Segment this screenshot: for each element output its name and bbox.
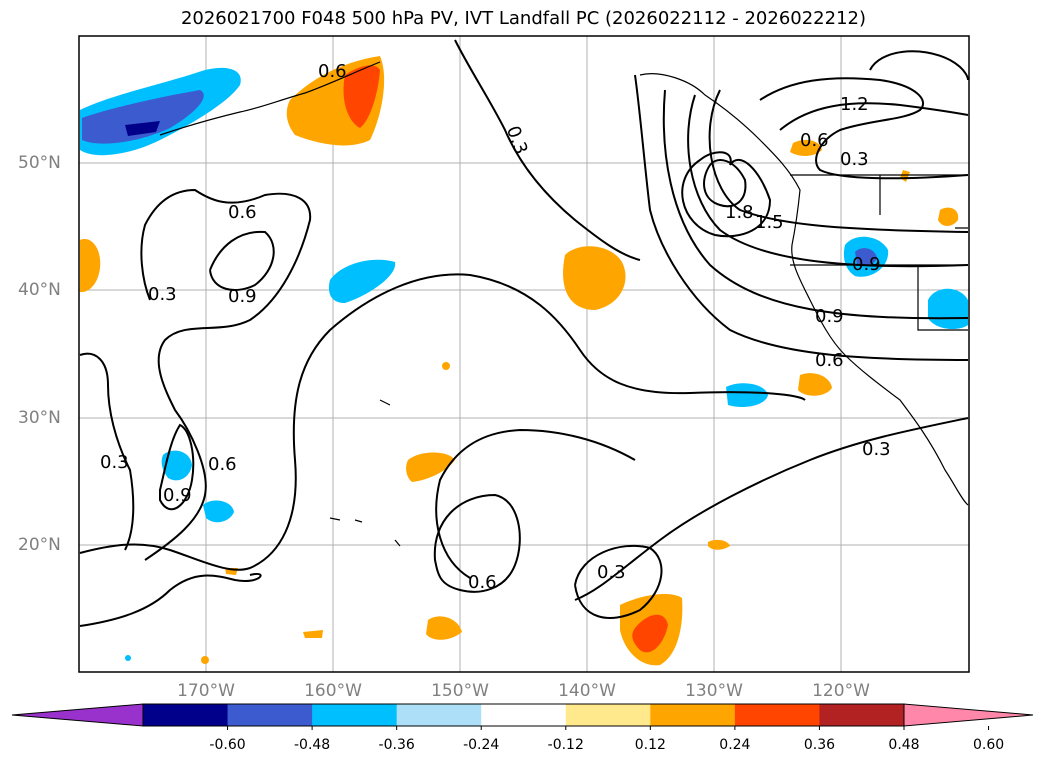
colorbar-tick-label: -0.48 [293,737,331,753]
lon-label: 130°W [685,681,743,701]
colorbar-extend-low [11,703,144,727]
lat-label: 40°N [18,280,61,300]
lon-label: 140°W [558,681,616,701]
contour-label: 0.9 [163,485,192,506]
colorbar-segment [650,704,736,726]
map-frame [78,35,970,673]
contour-label: 0.3 [148,284,177,305]
lon-label: 150°W [431,681,489,701]
lon-label: 120°W [812,681,870,701]
map-title: 2026021700 F048 500 hPa PV, IVT Landfall… [180,8,867,29]
contour-label: 0.9 [815,306,844,327]
lat-label: 50°N [18,153,61,173]
contour-label: 0.6 [815,350,844,371]
colorbar [11,703,1034,730]
contour-label: 0.9 [228,286,257,307]
contour-label: 0.3 [100,452,129,473]
contour-label: 1.8 [725,202,754,223]
contour-label: 0.6 [318,61,347,82]
contour-label: 0.6 [468,572,497,593]
colorbar-tick-label: -0.24 [463,737,500,753]
contour-labels: 0.6 0.3 0.6 0.3 0.9 1.2 0.6 0.3 1.8 1.5 … [100,61,891,593]
contour-label: 0.6 [208,454,237,475]
positive-anomalies [80,56,959,666]
colorbar-segment [565,704,651,726]
colorbar-tick-label: 0.48 [888,737,920,753]
coastlines [159,61,969,547]
lat-label: 30°N [18,408,61,428]
lon-label: 170°W [177,681,235,701]
lon-label: 160°W [304,681,362,701]
colorbar-tick-label: -0.36 [378,737,415,753]
colorbar-segment [143,704,229,726]
colorbar-extend-high [903,703,1034,727]
contour-label: 0.3 [862,439,891,460]
contour-label: 0.3 [840,149,869,170]
colorbar-segment [227,704,313,726]
colorbar-tick-label: -0.60 [209,737,246,753]
contour-label: 1.2 [840,94,869,115]
colorbar-tick-label: 0.36 [803,737,836,753]
colorbar-tick-label: 0.24 [719,737,751,753]
contour-label: 0.3 [597,562,626,583]
contour-label: 1.5 [755,212,784,233]
contour-label: 0.6 [228,202,257,223]
colorbar-segment [312,704,398,726]
colorbar-tick-label: -0.12 [547,737,584,753]
pv-contours [79,39,969,627]
colorbar-segment [396,704,482,726]
colorbar-segment [734,704,820,726]
contour-label: 0.6 [800,130,829,151]
lat-label: 20°N [18,535,61,555]
colorbar-tick-label: 0.60 [972,737,1005,753]
colorbar-segment [819,704,905,726]
colorbar-segment [481,704,567,726]
colorbar-tick-label: 0.12 [634,737,666,753]
contour-label: 0.9 [852,254,881,275]
